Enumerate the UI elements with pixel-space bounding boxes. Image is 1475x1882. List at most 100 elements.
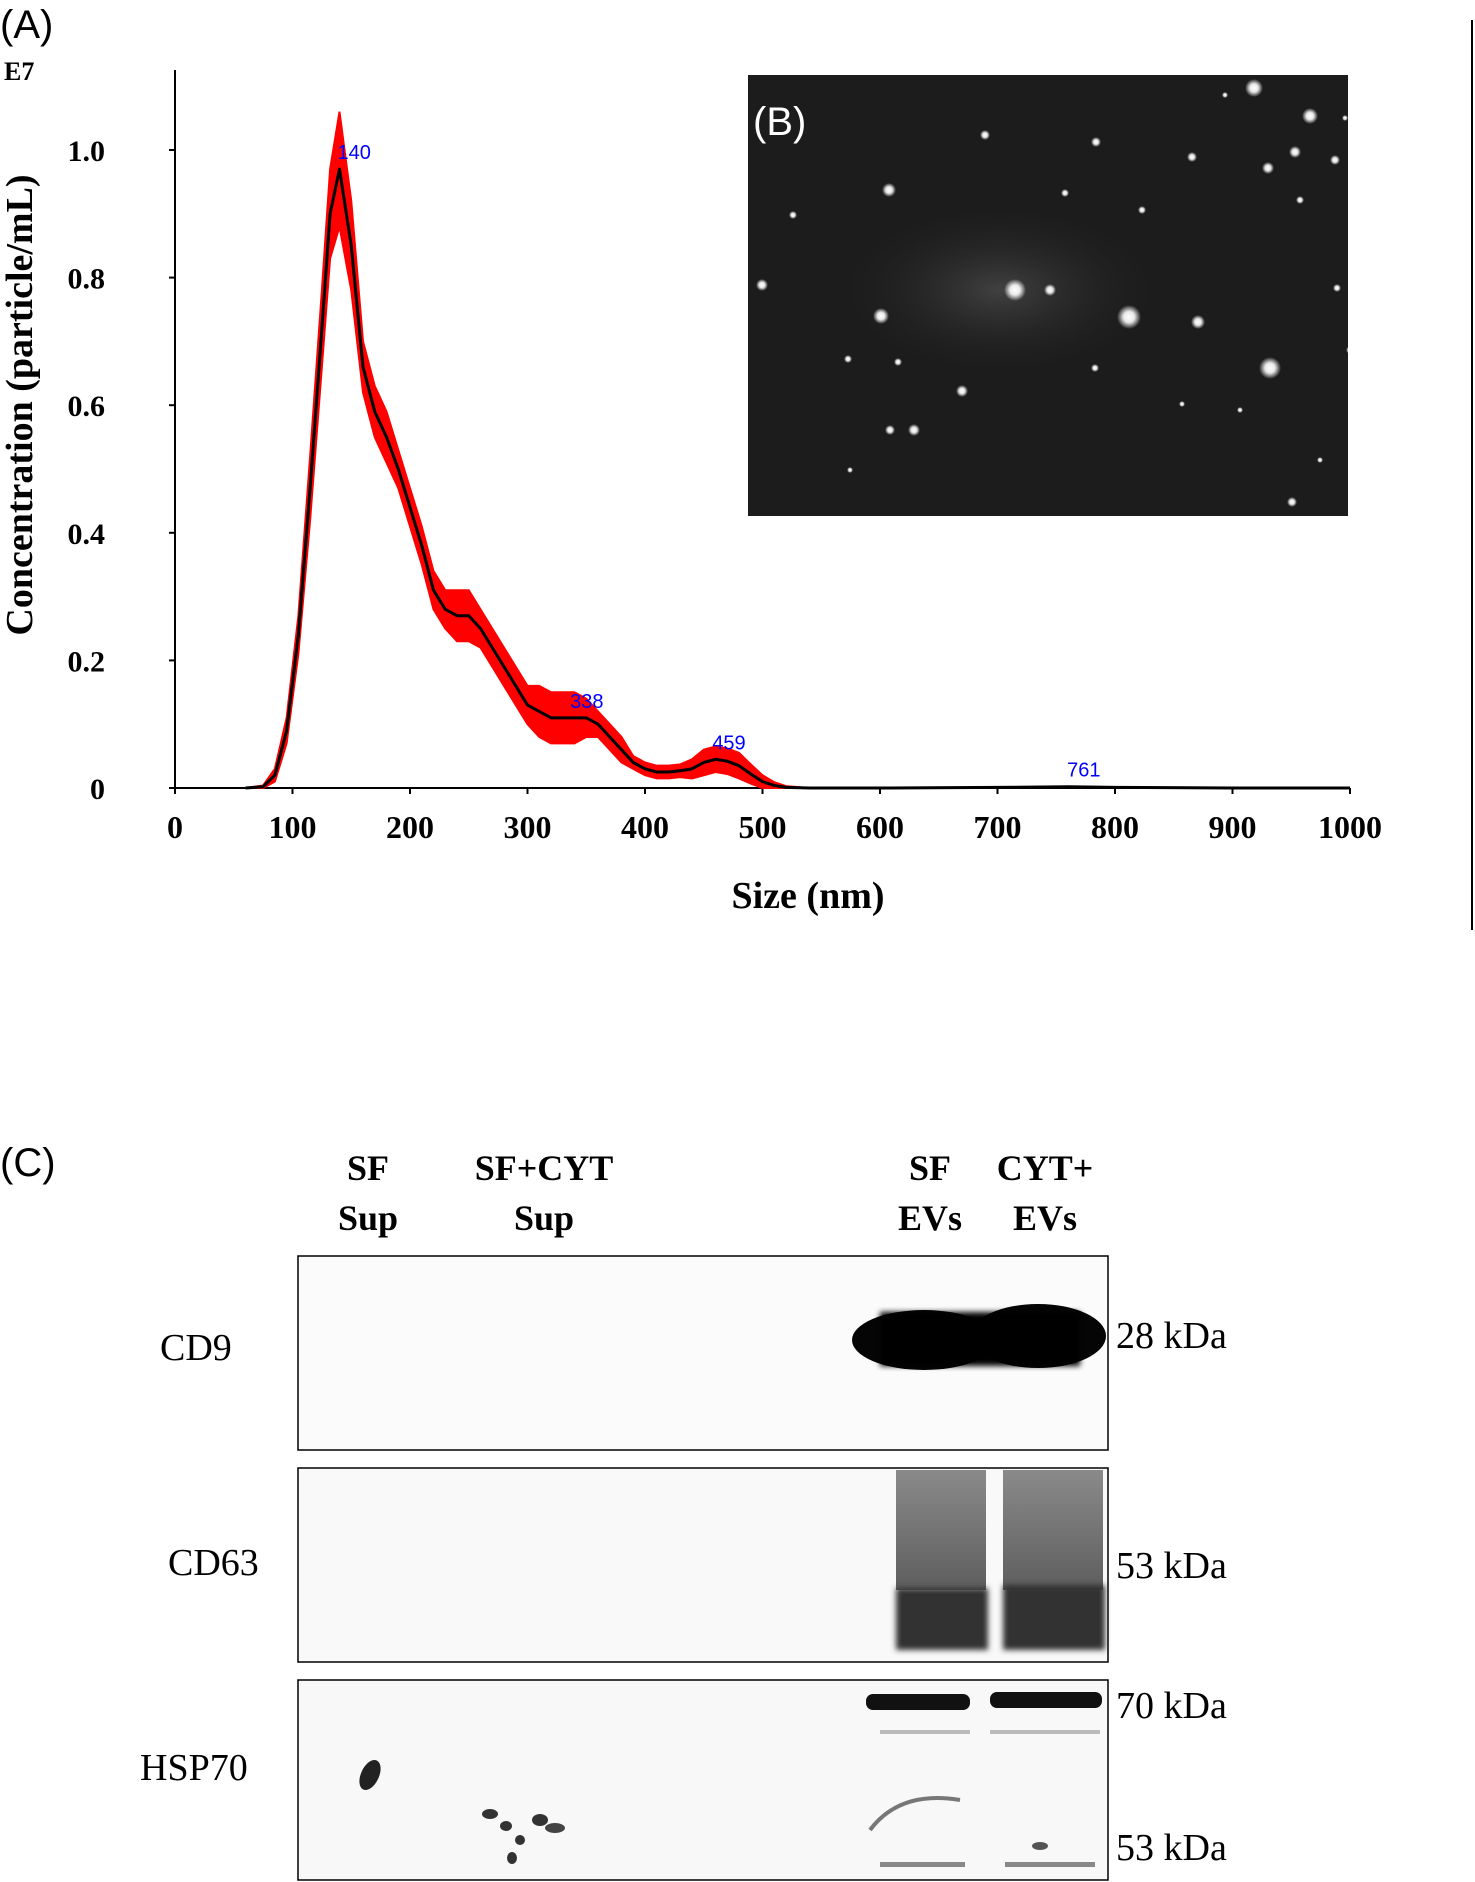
particle-dot [847,467,853,473]
lane-header-line1: SF+CYT [475,1148,614,1188]
blot-smear [1003,1470,1103,1590]
particle-dot [885,425,895,435]
blot-row-label: HSP70 [140,1747,248,1789]
particle-dot [1061,189,1069,197]
particle-dot [1259,357,1281,379]
blot-band [990,1692,1102,1708]
particle-dot [789,211,797,219]
blot-speck [545,1823,565,1833]
x-tick-label: 200 [386,809,434,845]
lane-header-line1: SF [909,1148,951,1188]
x-tick-label: 300 [504,809,552,845]
particle-dot [894,358,902,366]
y-tick-label: 1.0 [68,135,106,168]
y-tick-label: 0 [90,773,105,806]
blot-speck [507,1852,517,1864]
y-multiplier-label: E7 [4,57,34,86]
lane-header-2: SF+CYT Sup [475,1148,614,1238]
blot-smear [896,1470,986,1590]
blot-speck [500,1821,512,1831]
particle-dot [1296,196,1304,204]
lane-header-3: SF EVs [898,1148,962,1238]
lane-header-1: SF Sup [338,1148,398,1238]
lane-header-line2: Sup [338,1198,398,1238]
blot-speck [359,1760,381,1790]
peak-label: 338 [570,691,603,713]
blot-speck [1032,1842,1048,1850]
panel-a-label: (A) [0,3,53,47]
blot-smudge [868,1796,961,1832]
particle-dot [1346,346,1354,354]
x-tick-label: 700 [974,809,1022,845]
particle-dot [1342,115,1348,121]
particle-dot [1091,137,1101,147]
size-distribution-chart: E7 Concentration (particle/mL) Size (nm)… [0,57,1382,917]
x-tick-label: 1000 [1318,809,1382,845]
peak-label: 761 [1067,760,1100,782]
y-tick-label: 0.8 [68,263,106,296]
particle-dot [1330,155,1340,165]
lane-header-line2: EVs [1013,1198,1077,1238]
blot-row-label: CD9 [160,1327,232,1369]
particle-dot [1117,305,1141,329]
particle-dot [1237,407,1243,413]
particle-dot [873,308,889,324]
lane-header-line2: EVs [898,1198,962,1238]
size-distribution-line [245,167,1350,790]
particle-dot [1191,315,1205,329]
y-axis-label: Concentration (particle/mL) [0,174,41,635]
x-axis-label: Size (nm) [731,875,884,917]
particle-dot [1138,206,1146,214]
particle-dots [756,79,1354,507]
western-blot: SF Sup SF+CYT Sup SF EVs CYT+ EVs CD9 28… [140,1148,1227,1881]
blot-row-cd9: CD9 28 kDa [160,1255,1227,1451]
peak-label: 459 [712,732,745,754]
blot-faint-band [880,1730,970,1734]
particle-dot [908,424,920,436]
particle-dot [1302,108,1318,124]
x-tick-label: 600 [856,809,904,845]
x-tick-label: 100 [269,809,317,845]
particle-dot [1179,401,1185,407]
particle-dot [844,355,852,363]
blot-speck [532,1814,548,1826]
blot-strip [297,1679,1109,1881]
particle-dot [882,183,896,197]
blot-row-label: CD63 [168,1542,259,1584]
particle-dot [956,385,968,397]
panel-c-label: (C) [0,1141,56,1185]
particle-dot [1289,146,1301,158]
particle-dot [1187,152,1197,162]
particle-dot [1245,79,1263,97]
blot-row-hsp70: HSP70 70 kDa 53 kDa [140,1679,1227,1881]
particle-dot [980,130,990,140]
particle-dot [1262,162,1274,174]
lane-header-4: CYT+ EVs [997,1148,1094,1238]
peak-label: 140 [338,142,371,164]
blot-speck [515,1835,525,1845]
y-tick-label: 0.6 [68,390,106,423]
x-tick-label: 900 [1209,809,1257,845]
error-band [245,111,1350,789]
blot-band [896,1588,988,1650]
particle-dot [1222,92,1228,98]
x-tick-label: 400 [621,809,669,845]
particle-dot [1287,497,1297,507]
panel-b-label: (B) [753,100,806,144]
x-tick-label: 0 [167,809,183,845]
particle-dot [756,279,768,291]
blot-band [880,1312,1080,1366]
x-tick-label: 800 [1091,809,1139,845]
blot-marker-label: 53 kDa [1116,1545,1227,1587]
lane-header-line2: Sup [514,1198,574,1238]
blot-band [866,1694,970,1710]
micrograph-haze [830,200,1170,380]
lane-header-line1: CYT+ [997,1148,1094,1188]
particle-dot [1004,279,1026,301]
blot-faint-band [990,1730,1100,1734]
blot-faint-band [1005,1862,1095,1867]
nta-micrograph-inset: (B) [748,75,1354,516]
blot-marker-label: 53 kDa [1116,1827,1227,1869]
